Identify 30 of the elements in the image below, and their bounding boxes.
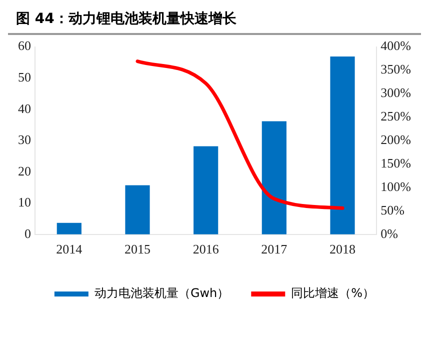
legend-label: 同比增速（%）: [291, 286, 375, 300]
y-tick-label: 50: [18, 69, 31, 84]
x-tick-label: 2015: [124, 242, 150, 257]
bar: [262, 121, 286, 234]
x-tick-label: 2018: [330, 242, 356, 257]
bar: [194, 146, 218, 234]
chart-title: 图 44：动力锂电池装机量快速增长: [8, 8, 421, 35]
y2-tick-label: 400%: [380, 38, 412, 54]
y-tick-label: 30: [18, 132, 31, 148]
x-tick-label: 2014: [56, 242, 83, 257]
line-series: [136, 60, 344, 210]
y2-tick-label: 0%: [380, 226, 398, 241]
y2-tick-label: 250%: [380, 108, 412, 124]
y-tick-label: 10: [18, 194, 31, 210]
y-tick-label: 0: [24, 226, 31, 241]
bar: [125, 185, 150, 234]
bar: [330, 56, 355, 234]
y-tick-label: 40: [18, 100, 31, 116]
y-tick-label: 60: [18, 38, 31, 54]
y2-tick-label: 150%: [380, 155, 412, 170]
y2-tick-label: 100%: [380, 178, 412, 194]
legend-label: 动力电池装机量（Gwh）: [94, 286, 230, 300]
x-tick-label: 2017: [261, 242, 288, 257]
bar: [56, 222, 82, 234]
y2-tick-label: 300%: [380, 85, 412, 100]
x-tick-label: 2016: [192, 242, 220, 257]
y2-tick-label: 350%: [380, 62, 412, 77]
y2-tick-label: 50%: [380, 202, 405, 218]
y2-tick-label: 200%: [380, 132, 412, 148]
y-tick-label: 20: [18, 163, 31, 178]
